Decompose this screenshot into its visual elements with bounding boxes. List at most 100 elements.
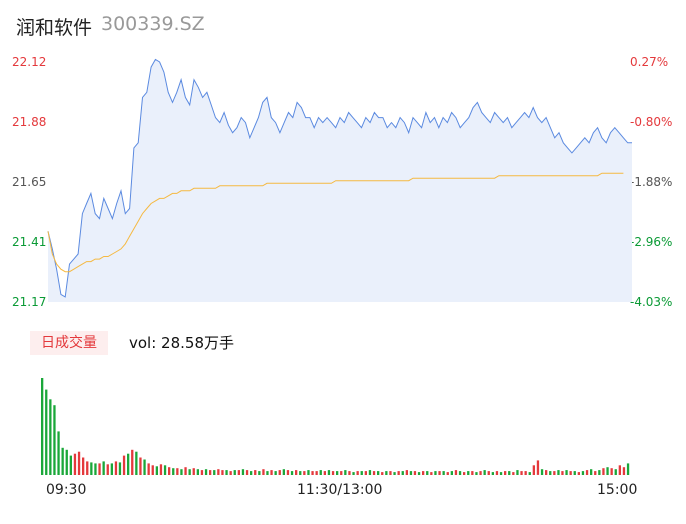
volume-bar <box>475 472 478 475</box>
volume-bar <box>413 471 417 475</box>
volume-bar <box>262 469 265 475</box>
volume-tag: 日成交量 <box>30 331 108 355</box>
volume-bar <box>139 457 142 475</box>
volume-bar <box>381 472 384 475</box>
volume-bar <box>233 470 236 475</box>
volume-bar <box>254 470 257 475</box>
volume-bar <box>151 465 154 475</box>
volume-bar <box>340 471 343 475</box>
price-label-2: 21.65 <box>12 175 47 189</box>
volume-bar <box>598 470 601 475</box>
volume-bar <box>180 469 183 475</box>
price-label-4: 21.17 <box>12 295 47 309</box>
volume-bar <box>504 471 507 475</box>
volume-bar <box>69 455 72 475</box>
volume-bar <box>364 471 367 475</box>
volume-bar <box>393 472 396 475</box>
volume-bar <box>487 471 490 475</box>
volume-bar <box>426 471 429 475</box>
volume-bar <box>528 472 531 475</box>
price-label-1: 21.88 <box>12 115 47 129</box>
volume-bar <box>106 464 109 475</box>
volume-bar <box>61 447 64 475</box>
volume-bar <box>585 470 589 475</box>
volume-bar <box>200 470 204 475</box>
volume-bar <box>209 470 212 475</box>
volume-bar <box>295 470 298 475</box>
volume-bar <box>204 469 208 475</box>
volume-bar <box>114 461 118 475</box>
volume-bar <box>565 470 568 475</box>
volume-bar <box>82 457 85 475</box>
volume-bar <box>122 455 126 475</box>
volume-bar <box>401 471 404 475</box>
volume-bar <box>360 471 363 475</box>
time-label-close: 15:00 <box>597 482 638 498</box>
volume-bar <box>278 470 281 475</box>
volume-bar <box>196 469 199 475</box>
volume-bar <box>303 471 306 475</box>
volume-bar <box>286 470 290 475</box>
volume-bar <box>536 460 540 475</box>
volume-bar <box>377 471 380 475</box>
volume-bar <box>327 470 331 475</box>
volume-bar <box>626 463 630 475</box>
price-label-0: 22.12 <box>12 55 47 69</box>
volume-bar <box>422 471 425 475</box>
volume-bar <box>102 461 105 475</box>
volume-bar <box>53 405 56 475</box>
pct-label-2: -1.88% <box>630 175 673 189</box>
price-label-3: 21.41 <box>12 235 47 249</box>
volume-bar <box>524 471 527 475</box>
volume-bar <box>299 471 302 475</box>
volume-bar <box>430 472 433 475</box>
volume-bar <box>532 465 535 475</box>
volume-bar <box>98 463 101 475</box>
volume-bar <box>577 472 580 475</box>
volume-bar <box>471 471 474 475</box>
volume-bar <box>467 471 470 475</box>
volume-bar <box>266 471 269 475</box>
volume-bar <box>65 449 68 475</box>
volume-bar <box>479 471 482 475</box>
volume-bar <box>229 471 232 475</box>
volume-bar <box>397 471 400 475</box>
volume-bar <box>90 462 93 475</box>
volume-bar <box>311 471 314 475</box>
volume-bar <box>192 468 195 475</box>
volume-bar <box>159 464 163 475</box>
volume-bar <box>491 472 494 475</box>
volume-bar <box>307 470 310 475</box>
volume-bar <box>49 399 52 475</box>
time-label-open: 09:30 <box>46 482 87 498</box>
volume-value: vol: 28.58万手 <box>129 334 234 352</box>
volume-bar <box>409 471 413 475</box>
volume-bar <box>545 470 548 475</box>
volume-bar <box>225 470 228 475</box>
volume-bar <box>442 471 445 475</box>
volume-bar <box>237 470 240 475</box>
volume-bar <box>188 469 191 475</box>
volume-bar <box>319 470 322 475</box>
volume-bar <box>41 378 44 475</box>
volume-bar <box>499 472 503 475</box>
volume-bar <box>221 470 224 475</box>
volume-bar <box>344 470 347 475</box>
volume-bar <box>512 472 515 475</box>
volume-bar <box>557 470 560 475</box>
volume-bar <box>553 471 556 475</box>
volume-bar <box>520 471 523 475</box>
volume-bar <box>118 462 122 475</box>
pct-label-3: -2.96% <box>630 235 673 249</box>
volume-bar <box>176 468 179 475</box>
volume-bar <box>573 471 576 475</box>
volume-bar <box>405 470 408 475</box>
volume-bar <box>356 471 359 475</box>
volume-bar <box>86 461 89 475</box>
volume-bar <box>57 431 60 475</box>
volume-bar <box>45 389 48 475</box>
volume-bar <box>73 453 77 475</box>
volume-bar <box>569 471 572 475</box>
volume-bar <box>331 471 335 475</box>
